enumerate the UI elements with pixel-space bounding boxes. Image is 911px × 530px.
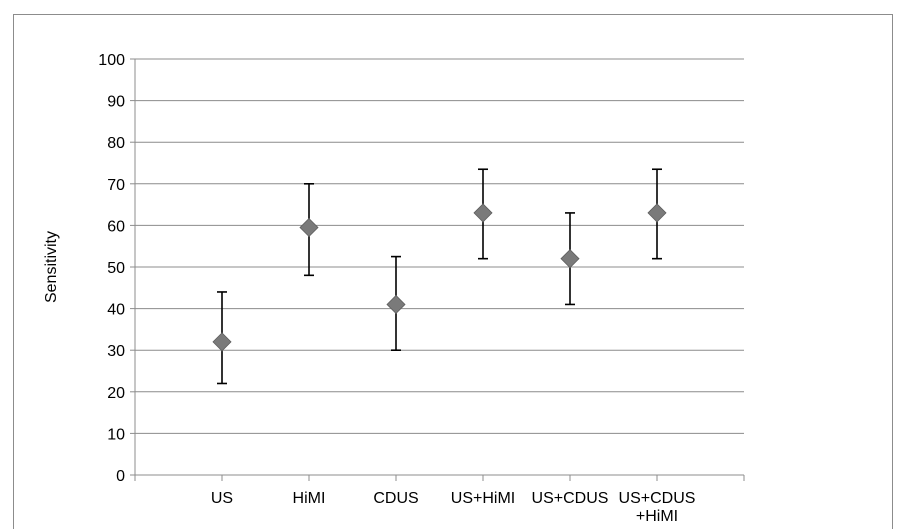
axes	[130, 58, 745, 481]
data-points	[212, 203, 667, 352]
y-tick-label: 90	[107, 94, 125, 111]
x-tick-label: US+CDUS +HiMI	[619, 490, 696, 525]
y-tick-label: 100	[98, 52, 125, 69]
x-tick-label: US+CDUS	[532, 490, 609, 507]
x-tick-label-line: CDUS	[373, 490, 418, 507]
x-tick-labels: US HiMI CDUS US+HiMI US+CDUS US+CDUS +HiMI	[211, 490, 696, 525]
x-tick-label-line: +HiMI	[636, 508, 678, 525]
y-tick-label: 60	[107, 218, 125, 235]
data-point	[212, 332, 232, 352]
y-tick-label: 10	[107, 426, 125, 443]
y-tick-label: 20	[107, 385, 125, 402]
x-tick-label: HiMI	[293, 490, 326, 507]
x-tick-label-line: US	[211, 490, 233, 507]
data-point	[386, 294, 406, 315]
error-bars	[217, 168, 662, 385]
chart-frame: 0 10 20 30 40 50 60 70 80 90 100 US HiMI CDUS US+HiMI…	[13, 14, 893, 529]
data-point	[560, 249, 580, 269]
y-tick-labels: 0 10 20 30 40 50 60 70 80 90 100	[98, 52, 125, 485]
y-tick-label: 40	[107, 302, 125, 319]
x-tick-label-line: US+CDUS	[619, 490, 696, 507]
y-tick-label: 70	[107, 177, 125, 194]
y-tick-label: 50	[107, 260, 125, 277]
x-tick-label: US	[211, 490, 233, 507]
x-tick-label-line: HiMI	[293, 490, 326, 507]
x-tick-label-line: US+HiMI	[451, 490, 515, 507]
sensitivity-chart: 0 10 20 30 40 50 60 70 80 90 100 US HiMI CDUS US+HiMI…	[43, 52, 745, 525]
gridlines	[135, 58, 744, 434]
x-tick-label: CDUS	[373, 490, 418, 507]
data-point	[647, 203, 667, 223]
data-point	[473, 203, 493, 223]
y-tick-label: 0	[116, 468, 125, 485]
y-tick-label: 80	[107, 135, 125, 152]
y-axis-title: Sensitivity	[43, 231, 60, 303]
x-tick-label-line: US+CDUS	[532, 490, 609, 507]
x-tick-label: US+HiMI	[451, 490, 515, 507]
y-tick-label: 30	[107, 343, 125, 360]
data-point	[299, 217, 319, 238]
